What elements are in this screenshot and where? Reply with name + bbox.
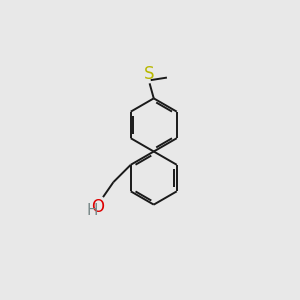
Text: S: S: [144, 65, 155, 83]
Text: O: O: [91, 198, 104, 216]
Text: H: H: [87, 203, 98, 218]
